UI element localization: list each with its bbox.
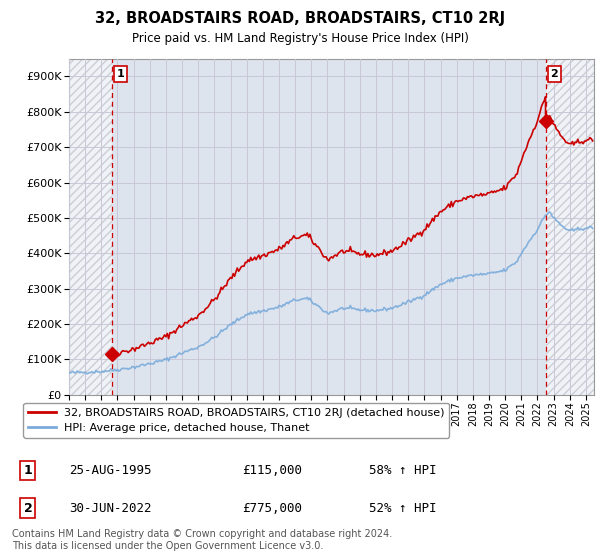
Text: £775,000: £775,000: [242, 502, 302, 515]
Legend: 32, BROADSTAIRS ROAD, BROADSTAIRS, CT10 2RJ (detached house), HPI: Average price: 32, BROADSTAIRS ROAD, BROADSTAIRS, CT10 …: [23, 403, 449, 437]
Text: Price paid vs. HM Land Registry's House Price Index (HPI): Price paid vs. HM Land Registry's House …: [131, 32, 469, 45]
Text: 32, BROADSTAIRS ROAD, BROADSTAIRS, CT10 2RJ: 32, BROADSTAIRS ROAD, BROADSTAIRS, CT10 …: [95, 11, 505, 26]
Text: Contains HM Land Registry data © Crown copyright and database right 2024.
This d: Contains HM Land Registry data © Crown c…: [12, 529, 392, 551]
Text: 52% ↑ HPI: 52% ↑ HPI: [369, 502, 437, 515]
Bar: [545, 59, 594, 395]
Text: 1: 1: [23, 464, 32, 477]
Text: 2: 2: [23, 502, 32, 515]
Text: £115,000: £115,000: [242, 464, 302, 477]
Text: 2: 2: [550, 69, 558, 79]
Text: 1: 1: [116, 69, 124, 79]
Text: 25-AUG-1995: 25-AUG-1995: [70, 464, 152, 477]
Text: 58% ↑ HPI: 58% ↑ HPI: [369, 464, 437, 477]
Bar: [69, 59, 112, 395]
Text: 30-JUN-2022: 30-JUN-2022: [70, 502, 152, 515]
